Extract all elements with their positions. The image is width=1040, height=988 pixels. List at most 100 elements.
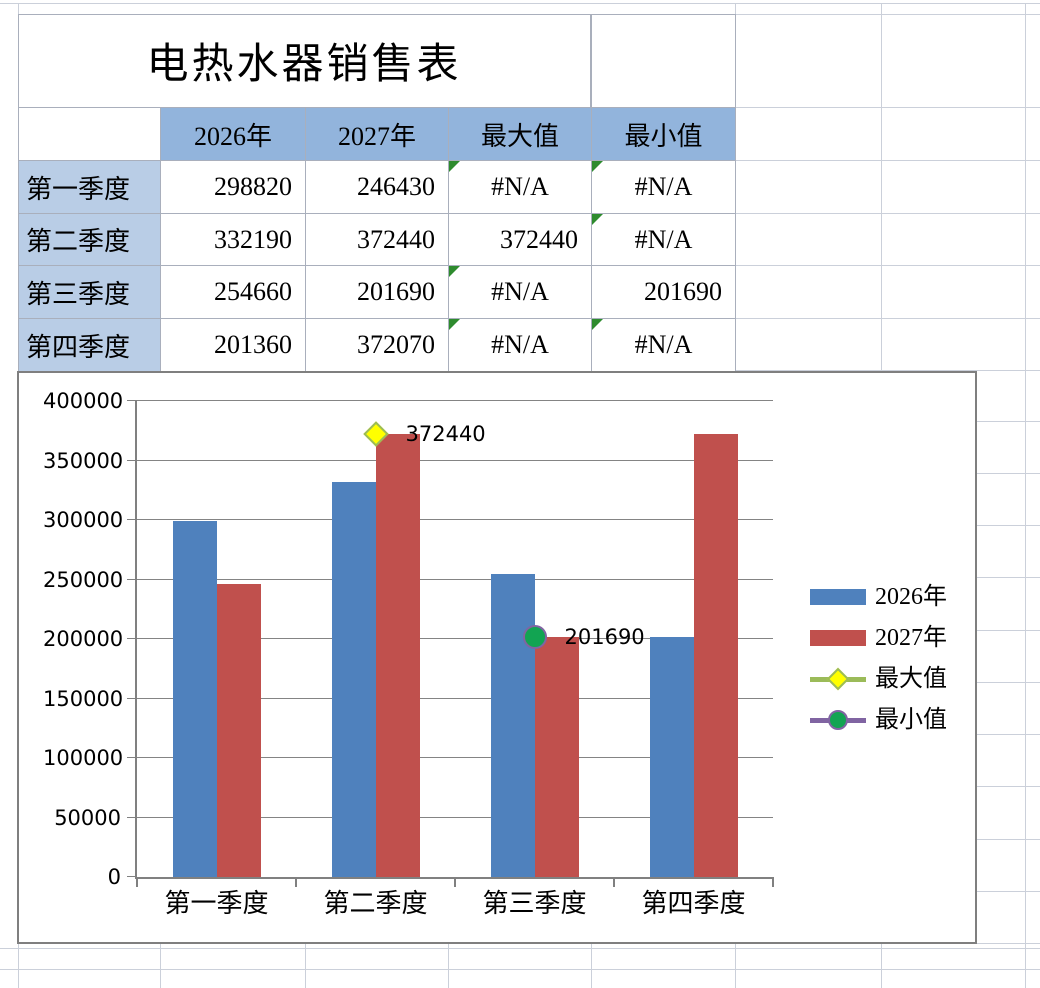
- cell-value: #N/A: [491, 172, 549, 201]
- row-label-q2[interactable]: 第二季度: [19, 214, 161, 266]
- gridline: [735, 213, 1040, 214]
- x-axis-tick: [772, 877, 774, 887]
- bar-2026年-第三季度[interactable]: [490, 573, 535, 877]
- y-axis-label: 250000: [43, 567, 124, 592]
- corner-cell[interactable]: [19, 108, 161, 161]
- bar-2027年-第三季度[interactable]: [534, 636, 579, 877]
- x-axis-label: 第二季度: [323, 889, 428, 918]
- y-axis-label: 350000: [43, 448, 124, 473]
- cell-q1-2027[interactable]: 246430: [306, 161, 449, 214]
- x-axis-label: 第三季度: [482, 889, 587, 918]
- gridline: [18, 14, 735, 15]
- cell-q4-min[interactable]: #N/A: [592, 319, 736, 372]
- legend-swatch-max: [810, 666, 866, 692]
- data-label: 372440: [405, 421, 486, 446]
- x-axis-tick: [454, 877, 456, 887]
- legend-item-2027[interactable]: 2027年: [810, 617, 947, 658]
- legend-swatch-min: [810, 707, 866, 733]
- y-axis-tick: [127, 876, 137, 877]
- legend-label-max: 最大值: [875, 665, 947, 692]
- x-axis-tick: [136, 877, 138, 887]
- cell-q3-max[interactable]: #N/A: [449, 266, 592, 319]
- legend-item-max[interactable]: 最大值: [810, 658, 947, 699]
- data-label: 201690: [564, 624, 645, 649]
- header-2026[interactable]: 2026年: [161, 108, 306, 161]
- plot-area: 0 50000 100000 150000 200000 250000 300000 3500…: [19, 373, 975, 942]
- x-axis-tick: [613, 877, 615, 887]
- gridline: [1025, 3, 1026, 988]
- bar-2027年-第二季度[interactable]: [375, 433, 420, 877]
- cell-q1-min[interactable]: #N/A: [592, 161, 736, 214]
- diamond-marker-icon: [826, 667, 850, 690]
- gridline: [735, 14, 1040, 15]
- row-label-q4[interactable]: 第四季度: [19, 319, 161, 372]
- gridline: [735, 318, 1040, 319]
- chart-gridline: [137, 578, 773, 580]
- error-flag-icon: [449, 266, 460, 277]
- bar-2026年-第二季度[interactable]: [331, 481, 376, 877]
- y-axis-line: [135, 401, 137, 879]
- chart-gridline: [137, 400, 773, 401]
- y-axis-tick: [127, 578, 137, 580]
- cell-q1-2026[interactable]: 298820: [161, 161, 306, 214]
- cell-q2-min[interactable]: #N/A: [592, 214, 736, 266]
- cell-q2-2027[interactable]: 372440: [306, 214, 449, 266]
- gridline: [735, 265, 1040, 266]
- error-flag-icon: [592, 214, 603, 225]
- chart-gridline: [137, 459, 773, 461]
- min-point-marker[interactable]: [522, 624, 547, 649]
- sales-table: 电热水器销售表 2026年 2027年 最大值 最小值 第一季度 298820 …: [18, 14, 736, 372]
- legend-swatch-2027: [810, 629, 866, 646]
- chart-legend[interactable]: 2026年 2027年 最大值 最小值: [810, 576, 947, 740]
- cell-q2-2026[interactable]: 332190: [161, 214, 306, 266]
- row-label-q3[interactable]: 第三季度: [19, 266, 161, 319]
- cell-q1-max[interactable]: #N/A: [449, 161, 592, 214]
- cell-q3-2027[interactable]: 201690: [306, 266, 449, 319]
- y-axis-label: 150000: [43, 686, 124, 711]
- bar-2026年-第四季度[interactable]: [649, 637, 694, 877]
- circle-marker-icon: [828, 709, 848, 730]
- table-title[interactable]: 电热水器销售表: [18, 14, 591, 107]
- legend-swatch-2026: [810, 588, 866, 605]
- header-min[interactable]: 最小值: [592, 108, 736, 161]
- cell-q3-min[interactable]: 201690: [592, 266, 736, 319]
- chart-gridline: [137, 697, 773, 699]
- gridline: [0, 948, 1040, 949]
- x-axis-label: 第一季度: [164, 889, 269, 918]
- chart-gridline: [137, 757, 773, 758]
- y-axis-tick: [127, 638, 137, 639]
- gridline: [735, 107, 1040, 108]
- cell-q3-2026[interactable]: 254660: [161, 266, 306, 319]
- error-flag-icon: [449, 161, 460, 172]
- header-2027[interactable]: 2027年: [306, 108, 449, 161]
- bar-2027年-第一季度[interactable]: [216, 583, 261, 877]
- x-axis-tick: [295, 877, 297, 887]
- legend-item-2026[interactable]: 2026年: [810, 576, 947, 617]
- row-label-q1[interactable]: 第一季度: [19, 161, 161, 214]
- y-axis-tick: [127, 757, 137, 758]
- y-axis-label: 0: [107, 865, 121, 889]
- empty-cell[interactable]: [591, 14, 735, 107]
- gridline: [18, 3, 19, 14]
- chart-gridline: [137, 638, 773, 639]
- bar-2027年-第四季度[interactable]: [693, 434, 738, 877]
- header-max[interactable]: 最大值: [449, 108, 592, 161]
- bar-2026年-第一季度[interactable]: [172, 521, 217, 877]
- cell-q4-2026[interactable]: 201360: [161, 319, 306, 372]
- error-flag-icon: [592, 161, 603, 172]
- legend-item-min[interactable]: 最小值: [810, 699, 947, 740]
- legend-label-2026: 2026年: [875, 583, 947, 610]
- cell-q4-2027[interactable]: 372070: [306, 319, 449, 372]
- cell-value: #N/A: [634, 330, 693, 359]
- cell-q2-max[interactable]: 372440: [449, 214, 592, 266]
- gridline: [735, 160, 1040, 161]
- cell-value: #N/A: [491, 277, 549, 306]
- sales-chart[interactable]: 0 50000 100000 150000 200000 250000 300000 3500…: [17, 371, 977, 944]
- gridline: [0, 3, 1040, 4]
- y-axis-tick: [127, 697, 137, 699]
- cell-q4-max[interactable]: #N/A: [449, 319, 592, 372]
- y-axis-label: 100000: [43, 746, 124, 770]
- legend-label-min: 最小值: [875, 706, 947, 733]
- gridline: [0, 969, 1040, 970]
- title-row: 电热水器销售表: [18, 14, 736, 107]
